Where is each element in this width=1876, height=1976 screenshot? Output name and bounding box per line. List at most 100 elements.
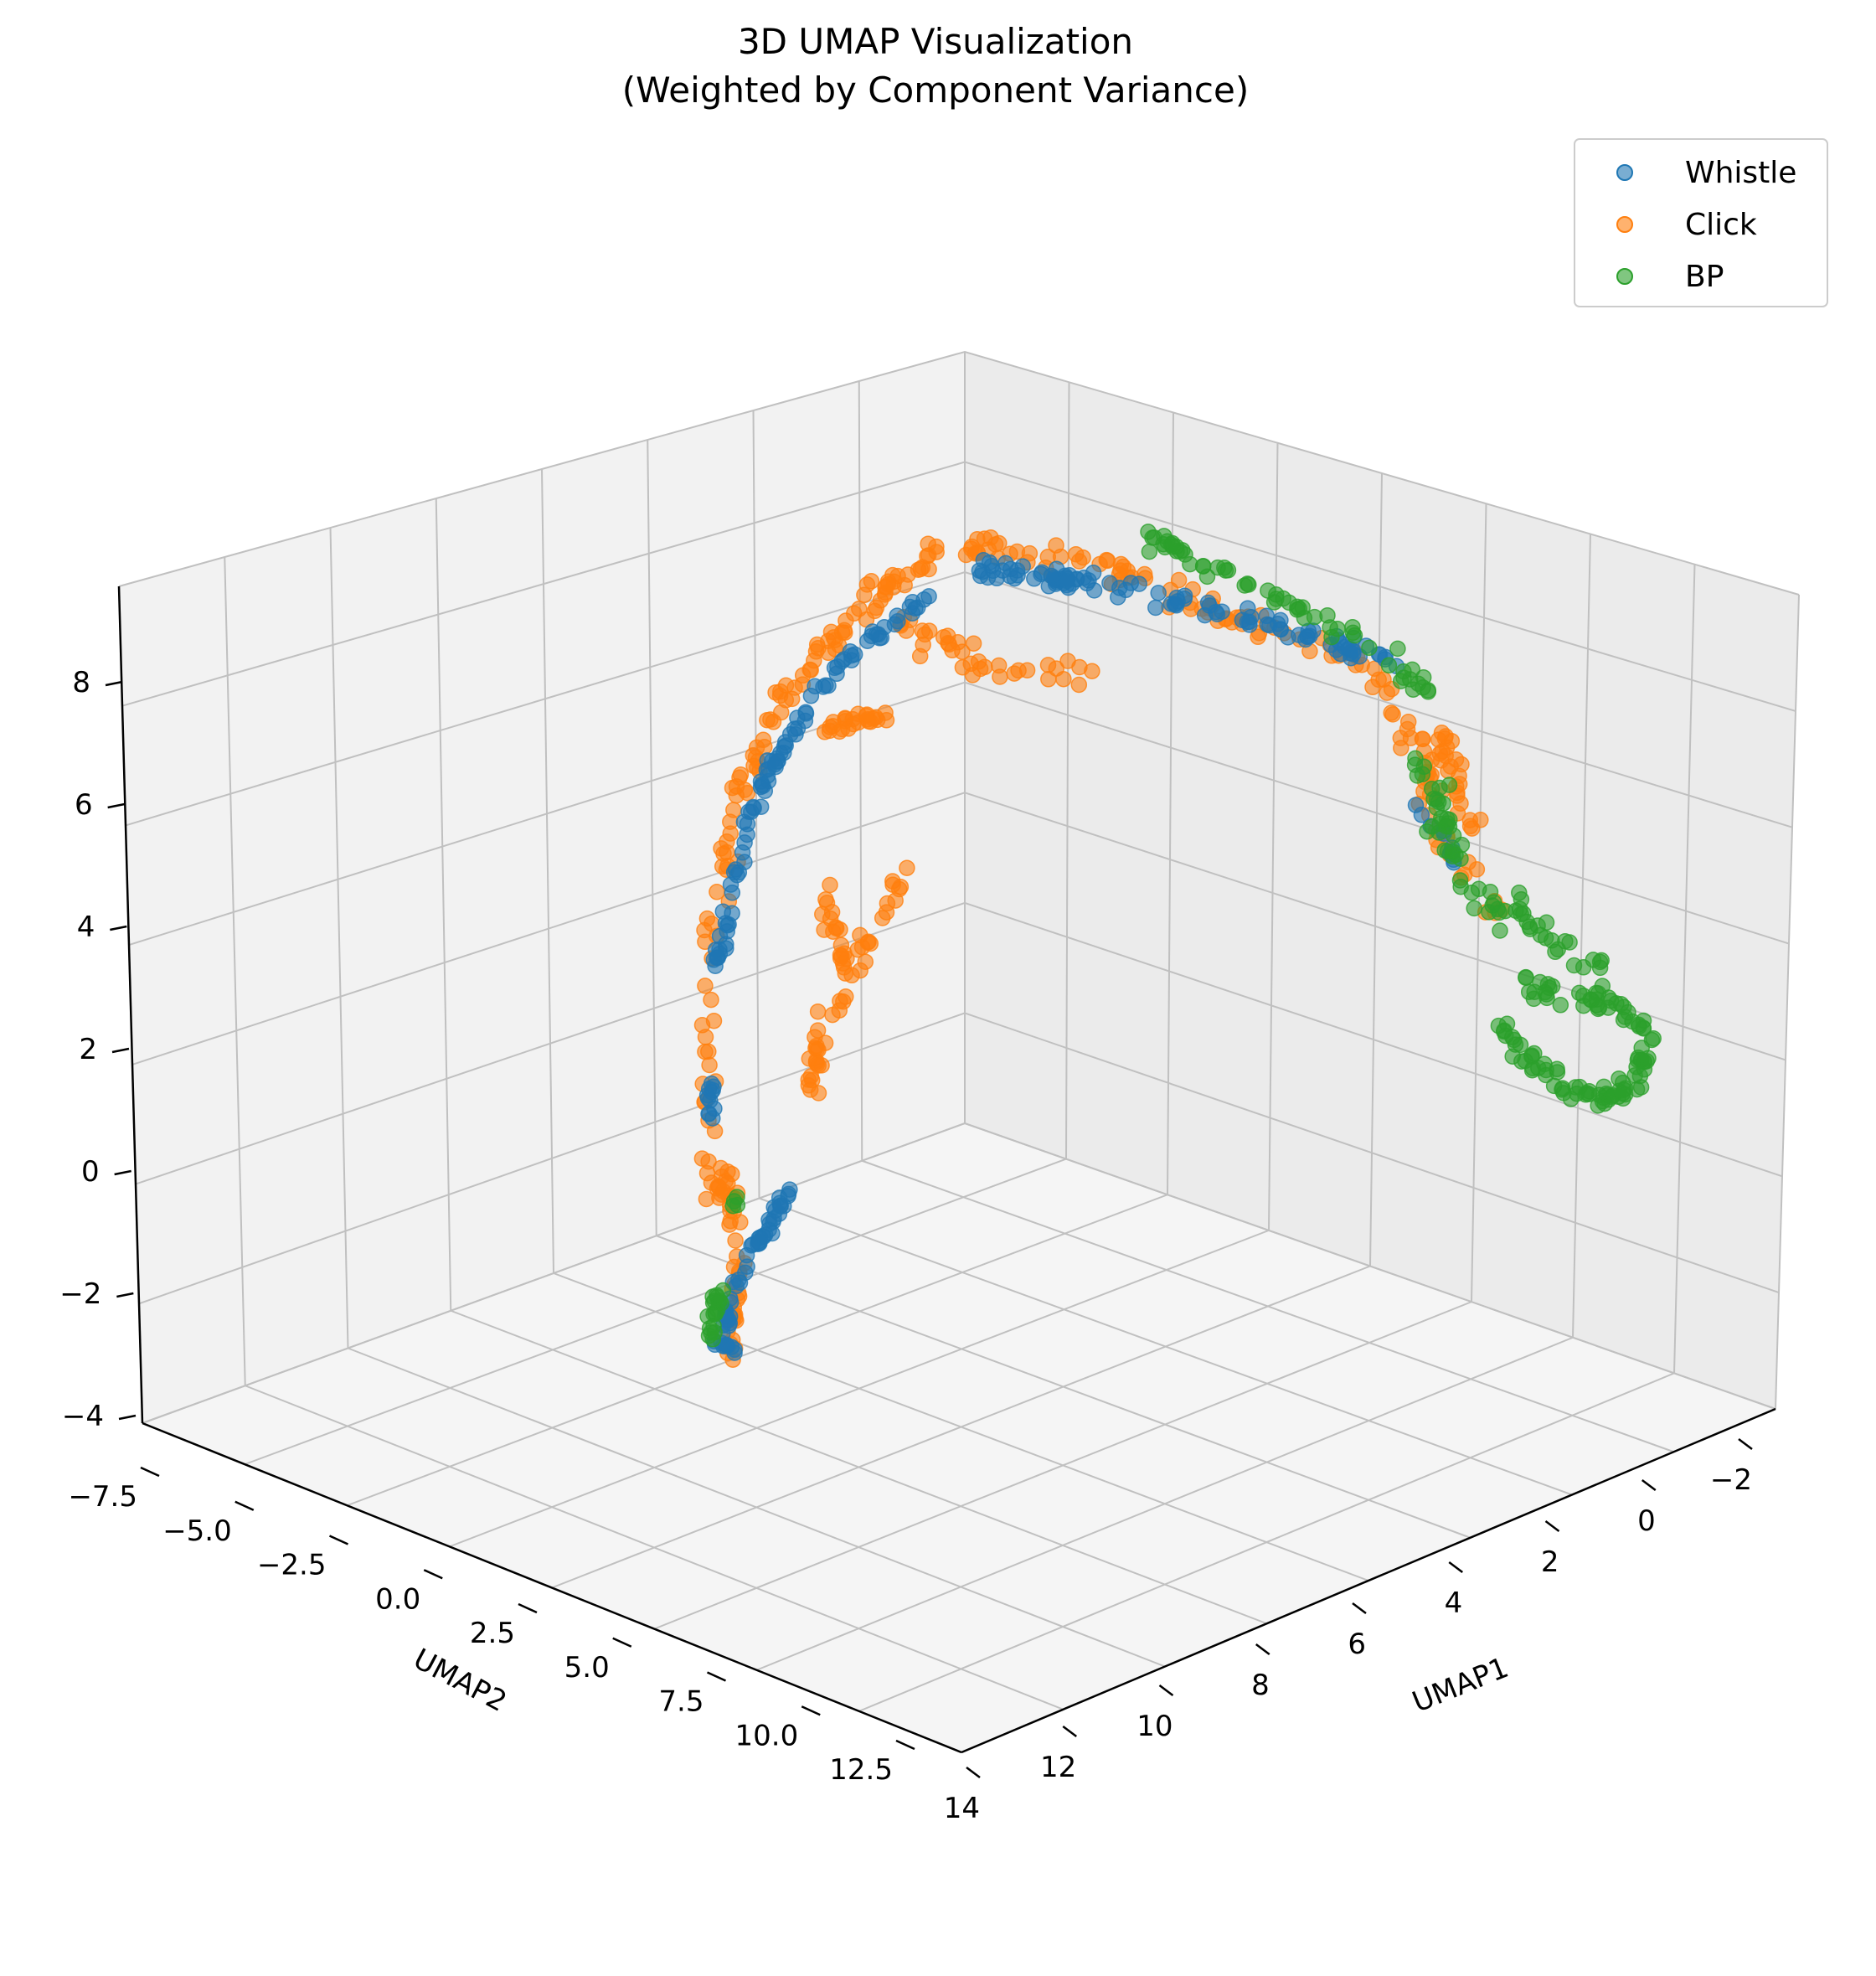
data-point-click [822,876,838,894]
x-axis-label: UMAP1 [1408,1651,1513,1720]
data-point-click [1384,706,1401,723]
data-point-whistle [1339,640,1357,658]
data-point-bp [1544,931,1560,949]
grid-line-floor [756,1336,1574,1671]
z-axis-tick-label: 0 [81,1155,100,1189]
chart-title-line2: (Weighted by Component Variance) [622,70,1249,111]
data-point-whistle [829,658,846,675]
data-point-whistle [701,1105,718,1122]
data-point-bp [1498,1015,1516,1033]
data-point-click [703,991,719,1009]
data-point-whistle [807,678,823,694]
data-point-bp [1236,577,1253,594]
x-axis-tick-label: 12 [1040,1751,1076,1784]
z-axis-tick-label: −4 [62,1400,104,1433]
data-point-bp [1541,979,1558,997]
grid-line-floor [759,1197,1573,1496]
data-point-bp [1380,657,1398,674]
y-axis-tick [706,1671,727,1682]
y-axis-tick [801,1705,821,1716]
z-axis-tick-label: 8 [72,666,90,699]
grid-line-floor [653,1301,1472,1630]
legend-marker-whistle [1616,164,1633,181]
x-axis-tick [1544,1520,1560,1532]
data-point-click [935,629,952,646]
data-point-click [982,529,999,546]
data-point-click [1461,812,1479,828]
data-point-bp [1140,524,1157,540]
data-point-bp [1570,984,1588,1002]
grid-line-z [128,681,1790,947]
data-point-whistle [1150,585,1167,601]
data-point-click [1018,662,1036,678]
y-axis-tick [895,1739,915,1751]
data-point-whistle [1117,581,1135,599]
grid-line-z [121,461,1796,712]
data-point-click [832,993,848,1009]
data-point-bp [1588,991,1605,1008]
data-point-whistle [760,1221,777,1238]
data-point-click [1070,676,1088,694]
data-point-whistle [705,1078,722,1095]
data-point-whistle [915,591,932,608]
data-point-click [1250,628,1266,646]
data-point-whistle [842,643,859,660]
data-point-bp [1466,900,1482,917]
x-axis-tick [1642,1479,1657,1491]
y-axis-tick-label: 12.5 [829,1753,893,1787]
data-point-click [899,859,915,876]
data-point-bp [1265,594,1283,611]
x-axis-tick-label: −2 [1710,1463,1752,1497]
data-point-bp [1141,543,1158,560]
data-point-click [1099,552,1116,570]
data-point-whistle [745,798,762,816]
data-point-bp [1420,684,1437,700]
x-axis-tick [1448,1561,1463,1573]
data-point-bp [1440,776,1458,793]
x-axis-tick-label: 2 [1541,1545,1559,1579]
data-point-click [1375,671,1392,688]
data-point-click [1115,558,1132,575]
grid-line-right-v [1065,382,1070,1159]
data-point-click [1468,861,1486,878]
grid-line-floor [964,1122,1776,1410]
data-point-bp [1156,528,1172,544]
data-point-bp [1452,850,1469,867]
data-point-whistle [1147,599,1164,617]
x-axis-tick [1158,1685,1174,1696]
data-point-whistle [901,598,919,616]
grid-line-z [131,792,1786,1065]
data-point-whistle [1101,575,1118,591]
data-point-click [816,724,833,740]
data-point-whistle [739,1258,755,1275]
data-point-whistle [871,630,889,647]
data-point-bp [1439,843,1456,859]
data-point-click [1437,747,1454,765]
data-point-bp [1630,1016,1647,1034]
data-point-click [786,679,803,696]
data-point-bp [1463,884,1481,901]
legend: Whistle Click BP [1574,138,1828,307]
data-point-click [807,643,825,660]
x-axis-tick [1738,1438,1753,1450]
data-point-click [1392,730,1410,746]
data-point-whistle [1043,567,1059,585]
data-point-click [818,895,836,911]
x-axis-tick-label: 0 [1637,1504,1656,1538]
data-point-whistle [1407,797,1425,813]
data-point-click [849,705,867,723]
data-point-whistle [763,753,781,770]
data-point-bp [1538,914,1555,931]
data-point-click [892,878,910,895]
y-axis-tick-label: −7.5 [68,1480,137,1514]
data-point-bp [1481,904,1497,921]
data-point-click [990,657,1008,674]
data-point-whistle [1169,593,1186,610]
data-point-click [808,1055,826,1073]
data-point-whistle [1059,572,1075,590]
data-point-bp [1430,793,1447,811]
x-axis-tick [1352,1602,1367,1614]
data-point-bp [1504,1048,1521,1065]
data-point-bp [1645,1029,1662,1047]
data-point-click [722,825,739,842]
